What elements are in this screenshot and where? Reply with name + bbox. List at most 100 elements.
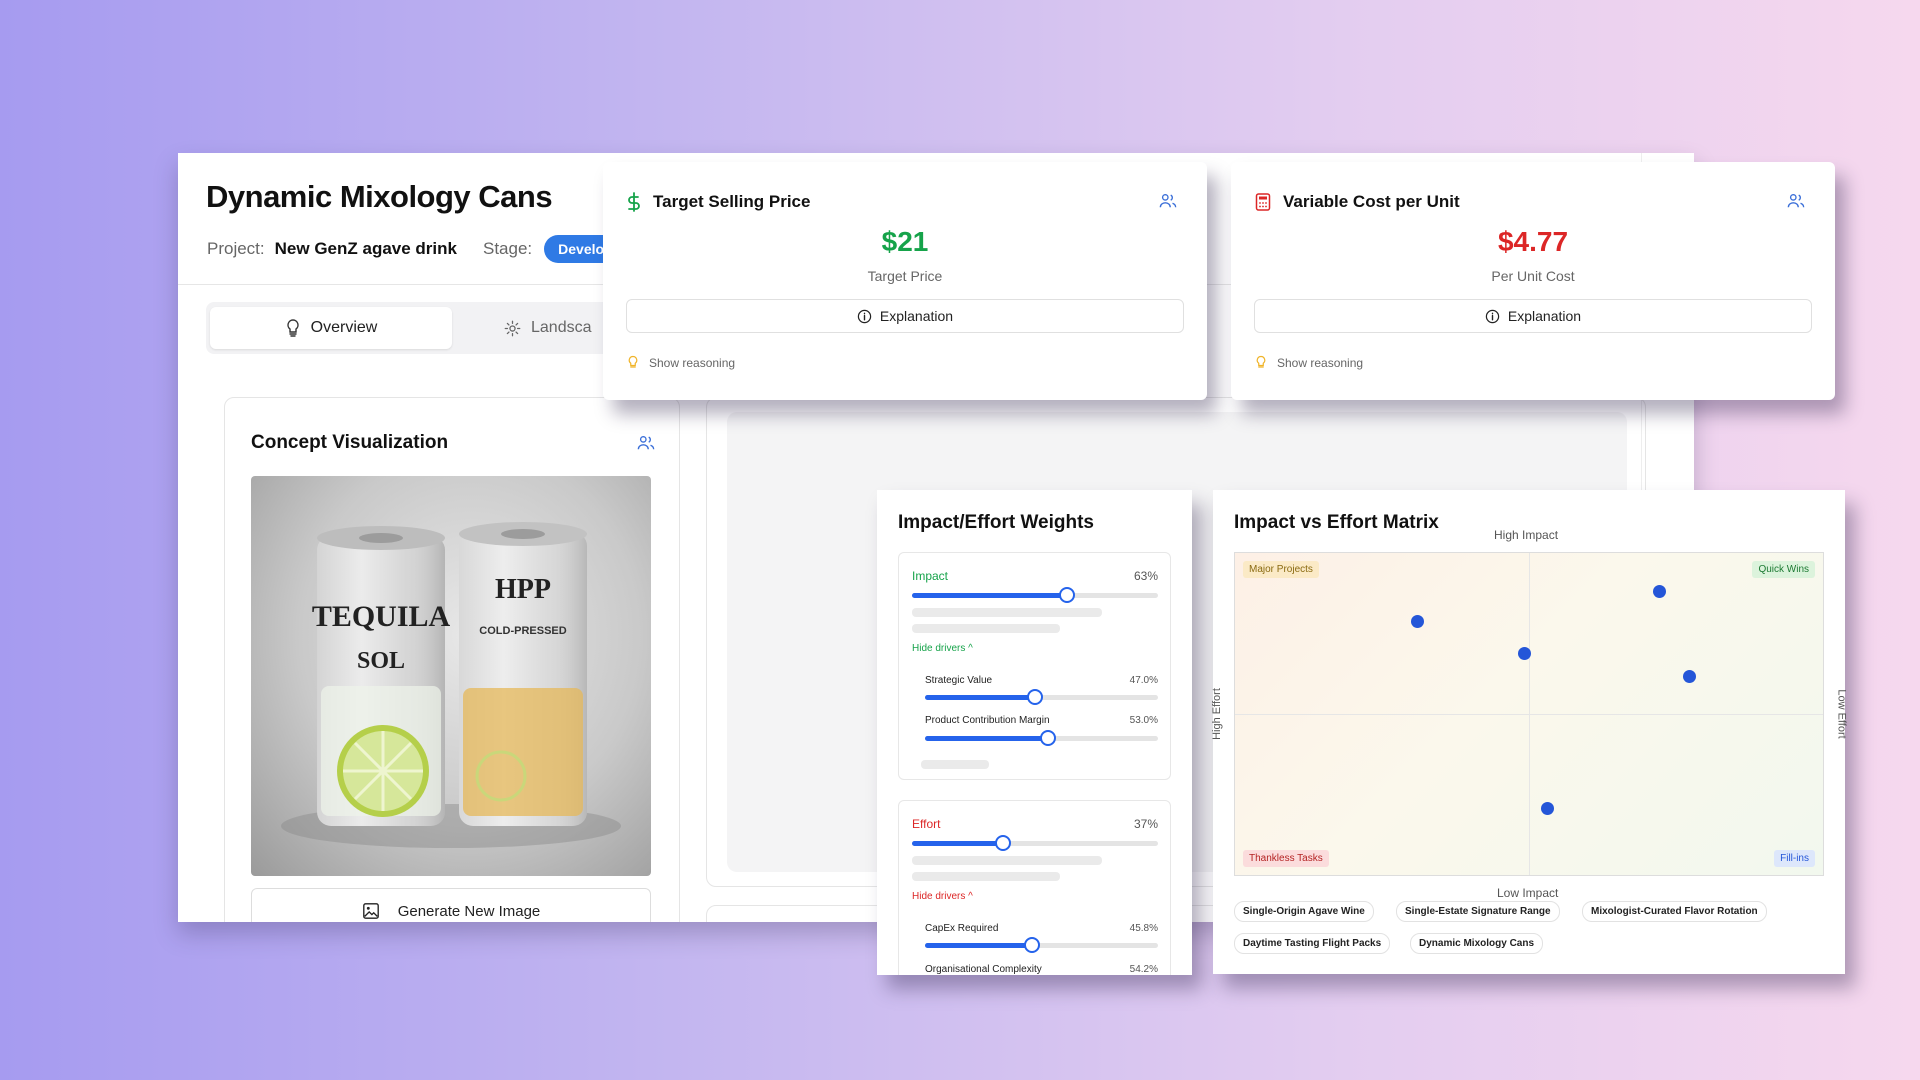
- explanation-label: Explanation: [1507, 308, 1582, 324]
- variable-cost-card: Variable Cost per Unit $4.77 Per Unit Co…: [1231, 162, 1835, 400]
- target-price-value: $21: [881, 226, 929, 257]
- tab-overview[interactable]: Overview: [210, 307, 452, 349]
- matrix-point[interactable]: [1541, 802, 1555, 816]
- contribution-margin-slider[interactable]: [925, 730, 1158, 746]
- axis-high-impact: High Impact: [1494, 528, 1559, 542]
- matrix-point[interactable]: [1682, 669, 1696, 683]
- can-right-line2: COLD-PRESSED: [479, 625, 566, 637]
- variable-cost-subtitle: Per Unit Cost: [1491, 268, 1575, 284]
- can-left-line1: TEQUILA: [312, 600, 451, 633]
- quadrant-quick-wins: Quick Wins: [1752, 561, 1815, 578]
- effort-percent: 37%: [1133, 817, 1158, 831]
- people-icon[interactable]: [1787, 192, 1805, 210]
- capex-thumb[interactable]: [1023, 937, 1040, 953]
- generate-image-button[interactable]: Generate New Image: [251, 888, 651, 922]
- effort-label: Effort: [912, 817, 941, 831]
- lightbulb-icon: [1256, 355, 1266, 368]
- calculator-icon: [1255, 193, 1271, 211]
- axis-low-effort: Low Effort: [1835, 689, 1848, 739]
- driver-label: Strategic Value: [925, 675, 993, 686]
- target-price-header: Target Selling Price: [627, 192, 810, 212]
- project-tag[interactable]: Daytime Tasting Flight Packs: [1234, 933, 1391, 954]
- impact-slider[interactable]: [912, 587, 1158, 603]
- impact-weight-block: Impact 63% Hide drivers ^ Strategic Valu…: [898, 552, 1171, 780]
- project-label: Project:: [207, 239, 265, 258]
- impact-effort-matrix-card: Impact vs Effort Matrix High Impact Low …: [1211, 490, 1848, 974]
- tab-landscape[interactable]: Landsca: [504, 307, 592, 349]
- target-price-card: Target Selling Price $21 Target Price Ex…: [603, 162, 1207, 400]
- show-reasoning-label: Show reasoning: [649, 355, 736, 370]
- weights-title: Impact/Effort Weights: [898, 512, 1094, 533]
- matrix-plot: Major Projects Quick Wins Thankless Task…: [1234, 552, 1824, 876]
- effort-slider-thumb[interactable]: [995, 835, 1012, 851]
- can-left-line2: SOL: [357, 648, 405, 674]
- variable-cost-header: Variable Cost per Unit: [1255, 192, 1460, 212]
- matrix-title: Impact vs Effort Matrix: [1234, 512, 1439, 533]
- matrix-point[interactable]: [1411, 614, 1425, 628]
- explanation-button[interactable]: Explanation: [626, 299, 1184, 333]
- tab-landscape-label: Landsca: [531, 319, 592, 336]
- explanation-button[interactable]: Explanation: [1254, 299, 1812, 333]
- concept-title: Concept Visualization: [251, 432, 449, 453]
- impact-effort-weights-card: Impact/Effort Weights Impact 63% Hide dr…: [877, 490, 1192, 975]
- lightbulb-icon: [287, 319, 299, 337]
- driver-percent: 47.0%: [1129, 675, 1158, 686]
- capex-slider[interactable]: [925, 937, 1158, 953]
- stage-label: Stage:: [482, 239, 533, 258]
- info-icon: [857, 309, 872, 323]
- people-icon[interactable]: [637, 434, 655, 452]
- project-tag[interactable]: Single-Origin Agave Wine: [1234, 901, 1374, 922]
- explanation-label: Explanation: [879, 308, 954, 324]
- driver-percent: 53.0%: [1129, 715, 1158, 726]
- project-tag[interactable]: Dynamic Mixology Cans: [1410, 933, 1544, 954]
- driver-percent: 54.2%: [1129, 964, 1158, 975]
- project-tag[interactable]: Single-Estate Signature Range: [1396, 901, 1560, 922]
- info-icon: [1485, 309, 1500, 323]
- quadrant-fill-ins: Fill-ins: [1774, 850, 1815, 867]
- tab-overview-label: Overview: [310, 319, 378, 336]
- quadrant-major-projects: Major Projects: [1243, 561, 1319, 578]
- driver-label: Product Contribution Margin: [925, 715, 1050, 726]
- target-price-title: Target Selling Price: [653, 192, 811, 211]
- concept-visualization-card: Concept Visualization TEQUILA SOL: [224, 397, 680, 922]
- effort-weight-block: Effort 37% Hide drivers ^ CapEx Required…: [898, 800, 1171, 975]
- strategic-value-fill: [925, 695, 1035, 700]
- lightbulb-icon: [628, 355, 638, 368]
- can-right-line1: HPP: [495, 574, 551, 605]
- project-meta: Project: New GenZ agave drink Stage: Dev…: [207, 235, 619, 263]
- effort-hide-drivers[interactable]: Hide drivers ^: [912, 891, 973, 902]
- impact-slider-thumb[interactable]: [1058, 587, 1075, 603]
- placeholder-line: [912, 624, 1060, 633]
- impact-percent: 63%: [1133, 569, 1158, 583]
- matrix-point[interactable]: [1653, 585, 1667, 599]
- concept-image: TEQUILA SOL HPP COLD-PRESSED: [251, 476, 651, 876]
- gear-icon: [504, 320, 521, 336]
- impact-slider-fill: [912, 593, 1067, 598]
- variable-cost-value: $4.77: [1497, 226, 1569, 257]
- capex-fill: [925, 943, 1032, 948]
- cans-illustration: TEQUILA SOL HPP COLD-PRESSED: [281, 522, 621, 848]
- quadrant-thankless-tasks: Thankless Tasks: [1243, 850, 1329, 867]
- project-value: New GenZ agave drink: [274, 239, 457, 258]
- driver-label: Organisational Complexity: [925, 964, 1042, 975]
- strategic-value-thumb[interactable]: [1026, 689, 1043, 705]
- axis-low-impact: Low Impact: [1497, 886, 1559, 900]
- contribution-margin-fill: [925, 736, 1049, 741]
- matrix-point[interactable]: [1517, 646, 1531, 660]
- matrix-horizontal-divider: [1235, 714, 1823, 715]
- page-title: Dynamic Mixology Cans: [206, 179, 553, 214]
- contribution-margin-thumb[interactable]: [1040, 730, 1057, 746]
- image-icon: [362, 903, 379, 919]
- target-price-subtitle: Target Price: [867, 268, 943, 284]
- dollar-icon: [628, 192, 640, 212]
- driver-label: CapEx Required: [925, 923, 999, 934]
- effort-slider[interactable]: [912, 835, 1158, 851]
- variable-cost-title: Variable Cost per Unit: [1283, 192, 1460, 211]
- placeholder-line: [912, 608, 1102, 617]
- project-tag[interactable]: Mixologist-Curated Flavor Rotation: [1582, 901, 1767, 922]
- show-reasoning-toggle[interactable]: Show reasoning: [627, 355, 735, 370]
- impact-hide-drivers[interactable]: Hide drivers ^: [912, 643, 973, 654]
- people-icon[interactable]: [1159, 192, 1177, 210]
- strategic-value-slider[interactable]: [925, 689, 1158, 705]
- show-reasoning-toggle[interactable]: Show reasoning: [1255, 355, 1363, 370]
